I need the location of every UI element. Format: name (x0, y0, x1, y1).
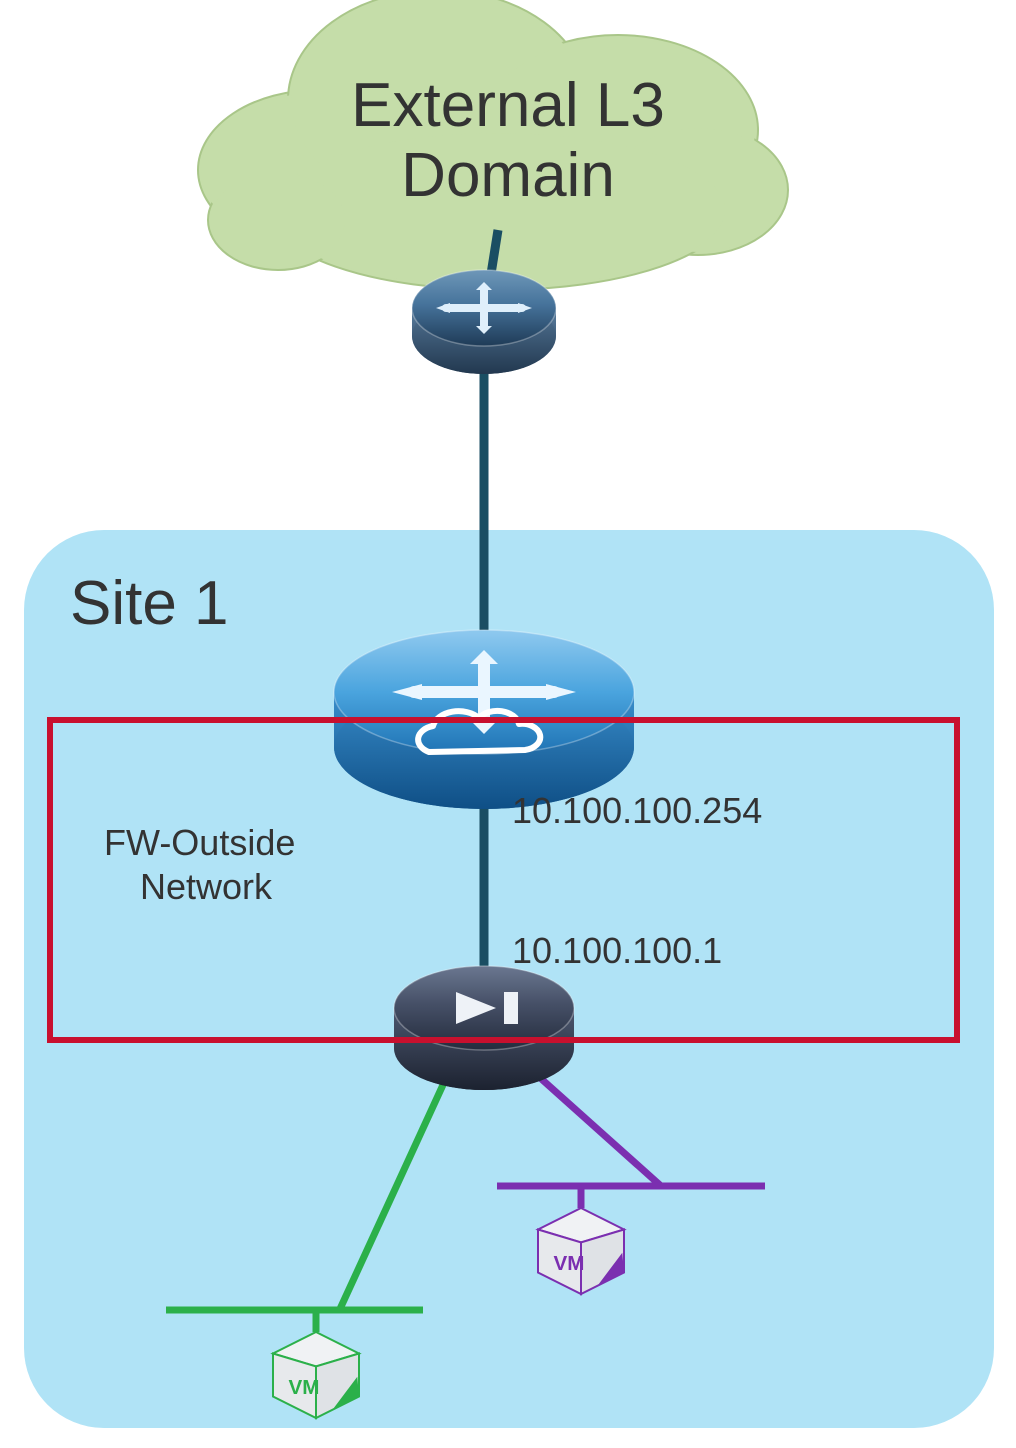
fw-outside-label-2: Network (140, 866, 272, 908)
ip-top-label: 10.100.100.254 (512, 790, 762, 832)
cloud-label-line2: Domain (0, 140, 1016, 211)
fw-outside-label-1: FW-Outside (104, 822, 295, 864)
svg-text:VM: VM (553, 1252, 584, 1275)
cloud-label-line1: External L3 (0, 70, 1016, 141)
firewall-icon (394, 966, 574, 1090)
router-icon (412, 270, 556, 374)
site-label: Site 1 (70, 568, 229, 639)
svg-text:VM: VM (288, 1376, 319, 1399)
ip-bottom-label: 10.100.100.1 (512, 930, 722, 972)
